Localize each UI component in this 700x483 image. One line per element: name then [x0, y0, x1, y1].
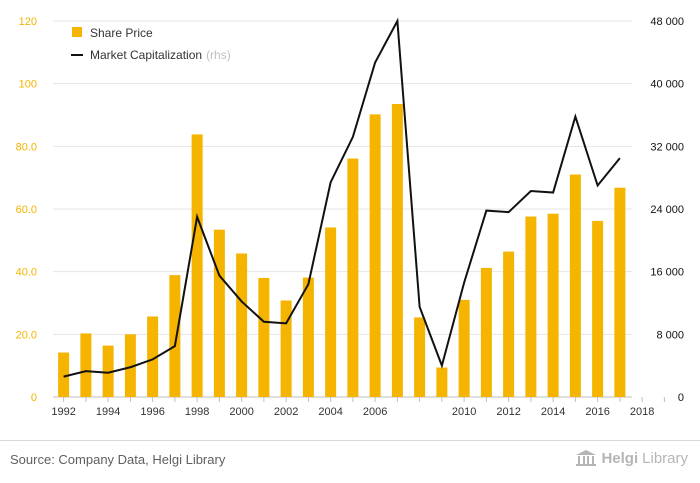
bar-1995	[124, 334, 136, 397]
bar-2003	[302, 277, 314, 397]
chart: 0 20.0 40.0 60.0 80.0 100 120 0 8 000 16 000 24 0…	[16, 16, 684, 418]
x-tick-label: 1992	[51, 406, 75, 418]
bar-2017	[614, 187, 626, 397]
bar-2014	[547, 213, 559, 397]
bar-2000	[236, 253, 248, 397]
bar-1994	[102, 345, 114, 397]
x-tick-label: 2006	[363, 406, 387, 418]
bar-2006	[369, 114, 381, 397]
left-axis: 0 20.0 40.0 60.0 80.0 100 120	[16, 16, 37, 404]
grid	[53, 20, 632, 398]
x-tick-label: 1994	[96, 406, 120, 418]
x-tick-label: 1996	[140, 406, 164, 418]
bar-2015	[569, 174, 581, 397]
right-tick-label: 40 000	[650, 79, 684, 91]
left-tick-label: 40.0	[16, 267, 37, 279]
bar-2007	[391, 104, 403, 398]
bar-2004	[325, 227, 337, 397]
x-tick-label: 2016	[585, 406, 609, 418]
footer-divider	[0, 440, 700, 441]
right-tick-label: 32 000	[650, 141, 684, 153]
bar-2016	[592, 220, 604, 397]
bar-2005	[347, 158, 359, 397]
bar-1996	[147, 316, 159, 397]
legend-swatch-share-price	[72, 27, 82, 37]
left-tick-label: 80.0	[16, 141, 37, 153]
x-tick-label: 2018	[630, 406, 654, 418]
bar-series-share-price	[58, 104, 626, 398]
bar-2001	[258, 277, 270, 397]
legend: Share Price Market Capitalization (rhs)	[71, 26, 231, 62]
bar-2002	[280, 300, 292, 397]
right-tick-label: 8 000	[656, 329, 684, 341]
legend-label-rhs: (rhs)	[206, 48, 231, 62]
legend-label-share-price: Share Price	[90, 26, 153, 40]
line-series-market-cap	[63, 17, 621, 378]
left-tick-label: 60.0	[16, 204, 37, 216]
right-tick-label: 0	[678, 392, 684, 404]
market-cap-line	[63, 17, 621, 378]
bar-1998	[191, 134, 203, 397]
x-tick-label: 2000	[229, 406, 253, 418]
right-axis: 0 8 000 16 000 24 000 32 000 40 000 48 000	[650, 16, 684, 404]
right-tick-label: 48 000	[650, 16, 684, 28]
x-tick-label: 2004	[318, 406, 342, 418]
legend-label-market-cap-name: Market Capitalization	[90, 48, 202, 62]
bar-2009	[436, 367, 448, 397]
left-tick-label: 120	[19, 16, 37, 28]
x-tick-label: 2014	[541, 406, 565, 418]
x-tick-label: 2012	[496, 406, 520, 418]
legend-label-market-cap: Market Capitalization (rhs)	[90, 48, 231, 62]
left-tick-label: 20.0	[16, 329, 37, 341]
logo-text-helgi: Helgi	[601, 449, 639, 467]
right-tick-label: 24 000	[650, 204, 684, 216]
bar-2012	[503, 251, 515, 397]
source-note: Source: Company Data, Helgi Library	[10, 452, 226, 467]
x-tick-label: 2010	[452, 406, 476, 418]
bar-1993	[80, 333, 92, 397]
bar-2010	[458, 299, 470, 397]
helgi-library-logo: Helgi Library	[575, 449, 688, 467]
library-building-icon	[576, 450, 597, 466]
left-tick-label: 100	[19, 79, 37, 91]
right-tick-label: 16 000	[650, 267, 684, 279]
x-axis: 1992 1994 1996 1998 2000 2002 2004 2006 2010 2012…	[51, 397, 665, 418]
left-tick-label: 0	[31, 392, 37, 404]
bar-2013	[525, 216, 537, 397]
x-tick-label: 2002	[274, 406, 298, 418]
logo-text-library: Library	[642, 449, 688, 467]
bar-1997	[169, 275, 181, 397]
bar-1992	[58, 352, 70, 397]
bar-2008	[414, 317, 426, 397]
bar-1999	[213, 229, 225, 397]
bar-2011	[480, 267, 492, 397]
x-tick-label: 1998	[185, 406, 209, 418]
